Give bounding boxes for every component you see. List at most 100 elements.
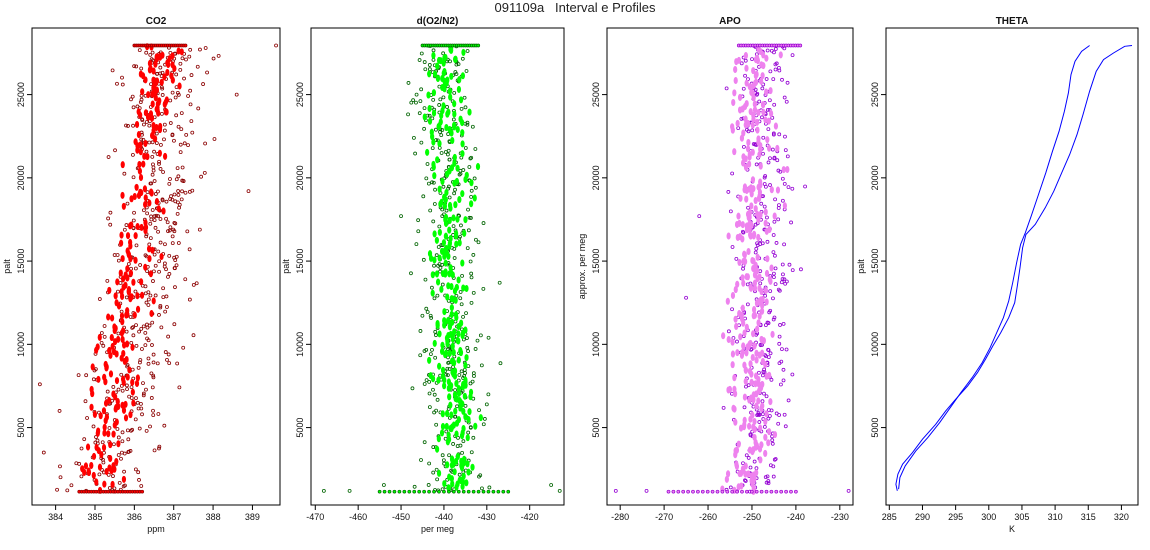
data-point <box>442 202 447 210</box>
data-point <box>497 280 502 285</box>
panel-title: THETA <box>996 16 1029 27</box>
data-point <box>772 212 777 220</box>
data-point <box>767 428 772 436</box>
data-point <box>129 385 134 390</box>
data-point <box>440 282 445 287</box>
data-point <box>752 106 758 114</box>
data-point <box>158 122 163 130</box>
y-tick-label: 20000 <box>870 165 880 190</box>
data-point <box>751 484 756 492</box>
x-tick-label: 389 <box>245 512 260 522</box>
data-point <box>751 306 757 314</box>
data-point <box>150 100 155 108</box>
data-point <box>178 142 183 147</box>
data-point <box>740 489 744 494</box>
data-point <box>737 258 742 266</box>
data-point <box>176 124 181 129</box>
data-point <box>446 148 451 153</box>
data-point <box>770 438 775 443</box>
data-point <box>433 355 438 360</box>
data-point <box>143 200 148 208</box>
data-point <box>150 343 154 347</box>
data-point <box>168 121 173 125</box>
data-point <box>156 229 160 234</box>
data-point <box>449 425 454 433</box>
data-point <box>422 126 427 131</box>
data-point <box>414 100 418 105</box>
data-point <box>99 340 104 345</box>
y-tick-label: 10000 <box>295 332 305 357</box>
data-point <box>162 100 167 108</box>
data-point <box>782 277 787 282</box>
data-point <box>132 64 137 69</box>
data-point <box>742 393 748 401</box>
data-point <box>162 137 166 142</box>
data-point <box>757 188 763 196</box>
data-point <box>176 47 181 55</box>
data-point <box>775 144 780 152</box>
data-point <box>775 186 781 194</box>
data-point <box>472 374 476 378</box>
data-point <box>783 148 788 153</box>
data-point <box>120 161 125 169</box>
data-point <box>443 259 448 267</box>
data-point <box>140 117 144 122</box>
data-point <box>790 372 795 377</box>
data-point <box>777 334 782 339</box>
data-point <box>183 277 188 282</box>
data-point <box>772 315 777 320</box>
data-point <box>758 296 763 304</box>
data-point <box>449 129 454 137</box>
data-point <box>436 435 441 443</box>
x-tick-label: -460 <box>349 512 367 522</box>
data-point <box>107 464 112 472</box>
data-point <box>120 255 125 263</box>
data-point <box>128 242 133 250</box>
data-point <box>407 489 412 494</box>
data-point <box>752 284 758 292</box>
data-point <box>763 449 768 457</box>
data-point <box>436 56 442 64</box>
data-point <box>119 312 125 320</box>
data-point <box>397 489 402 494</box>
data-point <box>100 440 105 445</box>
data-point <box>768 289 773 294</box>
data-point <box>141 391 146 396</box>
data-point <box>781 378 786 383</box>
data-point <box>418 329 423 333</box>
data-point <box>763 116 768 124</box>
data-point <box>121 202 126 210</box>
data-point <box>740 304 745 312</box>
data-point <box>142 208 146 213</box>
data-point <box>135 222 140 230</box>
data-point <box>846 488 851 493</box>
data-point <box>771 131 776 136</box>
data-point <box>755 253 760 261</box>
data-point <box>437 489 441 494</box>
data-point <box>119 292 125 300</box>
data-point <box>742 361 747 369</box>
data-point <box>149 217 154 222</box>
data-point <box>460 56 465 61</box>
data-point <box>154 213 159 218</box>
data-point <box>106 216 111 221</box>
data-point <box>785 154 790 159</box>
x-tick-label: -270 <box>655 512 673 522</box>
data-point <box>148 293 153 298</box>
data-point <box>447 195 452 200</box>
data-point <box>134 396 138 401</box>
data-point <box>443 53 448 61</box>
data-point <box>113 292 118 300</box>
x-tick-label: 290 <box>915 512 930 522</box>
data-point <box>449 310 454 318</box>
data-point <box>770 330 775 338</box>
data-point <box>748 184 754 192</box>
data-point <box>746 248 751 256</box>
data-point <box>454 240 459 248</box>
data-point <box>733 66 738 74</box>
data-point <box>456 62 461 66</box>
data-point <box>147 255 152 263</box>
data-point <box>77 461 82 466</box>
data-point <box>454 430 459 438</box>
data-point <box>140 412 144 417</box>
